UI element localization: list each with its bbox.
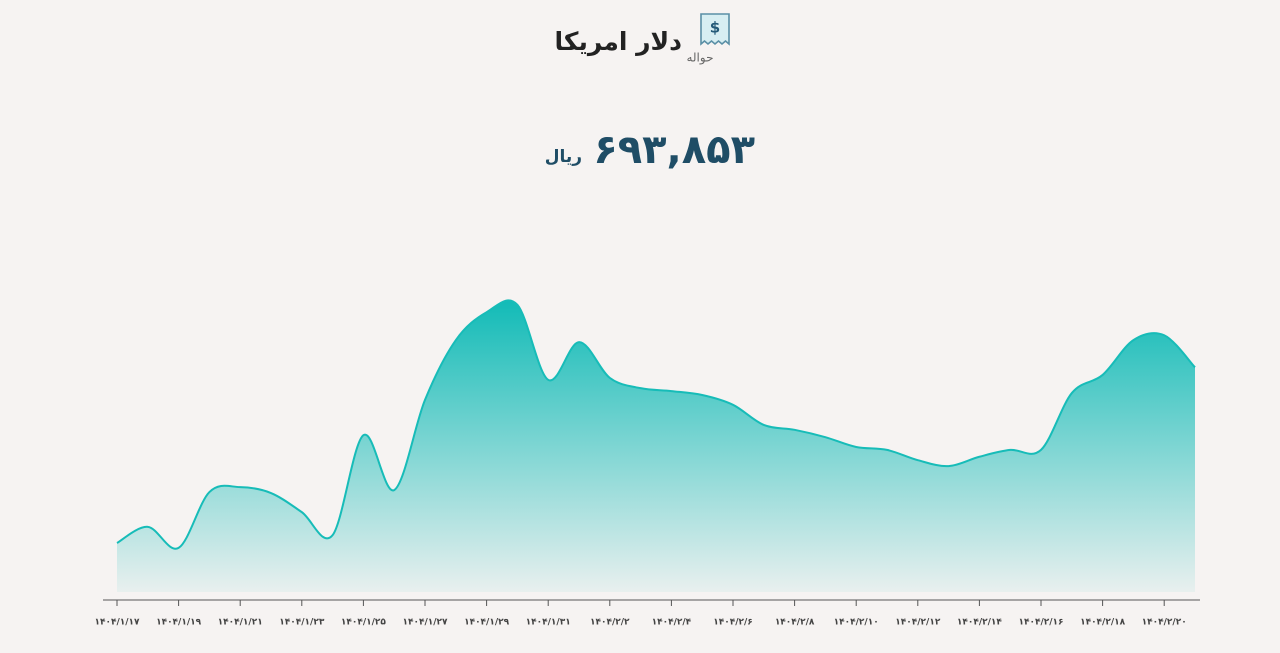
x-tick-label: ۱۴۰۴/۱/۳۱ xyxy=(526,618,571,628)
x-tick-label: ۱۴۰۴/۲/۱۶ xyxy=(1018,618,1063,628)
area-fill xyxy=(117,300,1195,592)
x-tick-label: ۱۴۰۴/۱/۲۵ xyxy=(341,618,387,628)
x-tick-label: ۱۴۰۴/۲/۶ xyxy=(713,618,753,628)
x-tick-label: ۱۴۰۴/۱/۲۷ xyxy=(402,618,448,628)
x-tick-label: ۱۴۰۴/۲/۱۸ xyxy=(1080,618,1126,628)
x-tick-label: ۱۴۰۴/۲/۱۴ xyxy=(957,618,1003,628)
x-tick-label: ۱۴۰۴/۱/۲۹ xyxy=(464,618,510,628)
x-tick-label: ۱۴۰۴/۲/۱۰ xyxy=(834,618,879,628)
x-tick-label: ۱۴۰۴/۲/۲ xyxy=(590,618,630,628)
x-tick-label: ۱۴۰۴/۲/۴ xyxy=(652,618,692,628)
x-tick-label: ۱۴۰۴/۱/۲۱ xyxy=(218,618,263,628)
unit: ریال xyxy=(545,147,582,167)
x-tick-label: ۱۴۰۴/۲/۱۲ xyxy=(895,618,941,628)
x-tick-label: ۱۴۰۴/۲/۸ xyxy=(775,618,815,628)
svg-text:$: $ xyxy=(710,19,720,37)
price: ۶۹۳,۸۵۳ xyxy=(593,127,755,173)
area-line xyxy=(116,299,1196,550)
x-tick-label: ۱۴۰۴/۱/۲۳ xyxy=(279,618,325,628)
x-tick-label: ۱۴۰۴/۲/۲۰ xyxy=(1142,618,1187,628)
x-tick-label: ۱۴۰۴/۱/۱۹ xyxy=(156,618,202,628)
title: دلار امریکا xyxy=(555,27,683,57)
x-tick-label: ۱۴۰۴/۱/۱۷ xyxy=(94,618,140,628)
subtitle: حواله xyxy=(686,51,713,66)
currency-icon: $ xyxy=(700,13,730,46)
